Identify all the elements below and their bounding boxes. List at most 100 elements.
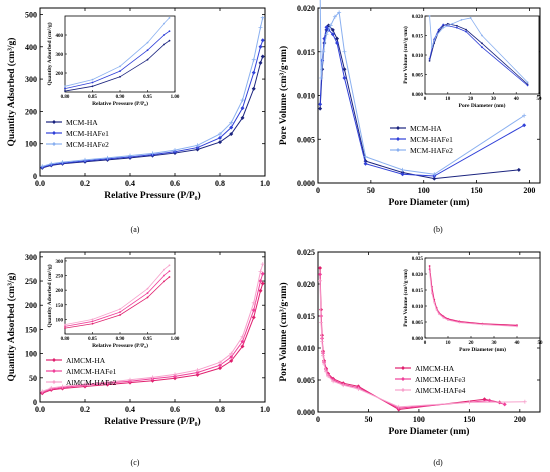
inset-series-line xyxy=(64,270,170,327)
inset-y-tick-label: 0.000 xyxy=(412,93,424,98)
data-point xyxy=(49,161,54,166)
legend-marker xyxy=(52,142,56,146)
inset-data-point xyxy=(64,90,66,92)
data-point xyxy=(40,389,45,394)
series-line xyxy=(319,26,525,177)
data-point xyxy=(522,123,527,128)
data-point xyxy=(320,339,325,344)
data-point xyxy=(83,157,87,162)
data-point xyxy=(502,402,507,407)
inset-data-point xyxy=(446,22,449,25)
inset-x-tick-label: 0.90 xyxy=(116,95,125,100)
legend-label: MCM-HAFe1 xyxy=(66,129,109,138)
data-point xyxy=(342,49,347,54)
legend-marker xyxy=(396,148,400,152)
data-point xyxy=(318,278,323,283)
inset-data-point xyxy=(146,58,149,61)
inset-data-point xyxy=(451,22,454,25)
inset-x-tick-label: 10 xyxy=(446,341,452,346)
inset-data-point xyxy=(428,58,431,60)
legend-marker xyxy=(401,377,405,381)
data-point xyxy=(318,266,323,270)
inset-data-point xyxy=(526,81,529,84)
inset-plot: 0 10 20 30 40 50 0.000 0.005 0.010 0.015 0.020 Pore… xyxy=(402,15,542,109)
y-tick-label: 300 xyxy=(25,75,37,84)
data-point xyxy=(195,143,200,148)
inset-data-point xyxy=(64,85,66,88)
data-point xyxy=(150,151,155,156)
legend-label: MCM-HA xyxy=(66,118,98,127)
inset-data-point xyxy=(163,274,165,277)
data-point xyxy=(260,38,265,43)
inset-y-tick-label: 0.025 xyxy=(412,257,424,262)
inset-y-title: Pore Volume (cm³/g·nm) xyxy=(402,26,409,84)
data-point xyxy=(363,161,368,166)
inset-x-tick-label: 20 xyxy=(469,341,475,346)
data-point xyxy=(331,379,336,384)
inset-data-point xyxy=(465,30,467,33)
inset-data-point xyxy=(428,268,431,271)
data-point xyxy=(251,308,256,313)
inset-x-tick-label: 50 xyxy=(538,341,544,346)
inset-x-tick-label: 10 xyxy=(445,97,451,102)
y-tick-label: 200 xyxy=(25,301,37,310)
y-tick-label: 0.020 xyxy=(297,280,315,289)
data-point xyxy=(60,384,65,389)
inset-data-point xyxy=(433,301,436,304)
x-tick-label: 150 xyxy=(463,415,475,424)
data-point xyxy=(218,140,222,145)
inset-data-point xyxy=(64,327,66,330)
data-point xyxy=(218,132,222,136)
inset-x-tick-label: 30 xyxy=(492,341,498,346)
data-point xyxy=(258,25,263,30)
inset-data-point xyxy=(119,65,121,68)
inset-data-point xyxy=(163,34,165,36)
inset-y-title: Quantity Adsorbed (cm³/g) xyxy=(46,264,53,327)
inset-y-title: Quantity Adsorbed (cm³/g) xyxy=(46,22,53,85)
inset-data-point xyxy=(428,265,431,267)
data-point xyxy=(341,383,346,388)
data-point xyxy=(218,360,222,365)
legend-label: AlMCM-HAFe4 xyxy=(415,386,466,395)
inset-x-tick-label: 50 xyxy=(537,97,543,102)
data-point xyxy=(432,176,437,181)
inset-data-point xyxy=(431,292,433,295)
data-point xyxy=(335,41,340,45)
y-tick-label: 0 xyxy=(33,172,37,181)
inset-data-point xyxy=(146,287,149,290)
panel-caption: (b) xyxy=(433,225,443,234)
inset-data-point xyxy=(442,26,445,29)
y-tick-label: 0.020 xyxy=(297,4,315,13)
data-point xyxy=(240,334,245,339)
inset-data-point xyxy=(91,78,94,81)
data-point xyxy=(251,57,256,62)
legend-label: AlMCM-HAFe3 xyxy=(415,375,466,384)
inset-data-point xyxy=(91,322,94,325)
legend-marker xyxy=(401,388,405,392)
data-point xyxy=(319,320,324,325)
data-point xyxy=(195,372,200,377)
data-point xyxy=(432,172,437,177)
inset-x-tick-label: 0.95 xyxy=(143,337,152,342)
inset-data-point xyxy=(481,34,483,37)
data-point xyxy=(251,70,256,75)
data-point xyxy=(400,167,405,172)
data-point xyxy=(218,135,222,140)
data-point xyxy=(195,368,200,373)
inset-series-line xyxy=(64,30,170,89)
inset-data-point xyxy=(447,319,449,321)
x-tick-label: 100 xyxy=(413,415,425,424)
inset-y-tick-label: 300 xyxy=(56,260,64,265)
plot-frame xyxy=(39,251,266,403)
y-axis-title: Quantity Adsorbed (cm³/g) xyxy=(6,38,17,147)
data-point xyxy=(330,27,335,32)
inset-series-line xyxy=(429,272,518,327)
inset-y-tick-label: 0.015 xyxy=(412,35,424,40)
y-tick-label: 400 xyxy=(25,43,37,52)
x-tick-label: 1.0 xyxy=(260,405,270,414)
y-axis-title: Pore Volume (cm³/g·nm) xyxy=(278,282,289,381)
inset-x-tick-label: 40 xyxy=(514,97,520,102)
data-point xyxy=(229,358,234,363)
x-tick-label: 0.0 xyxy=(35,179,45,188)
inset-x-tick-label: 40 xyxy=(515,341,521,346)
